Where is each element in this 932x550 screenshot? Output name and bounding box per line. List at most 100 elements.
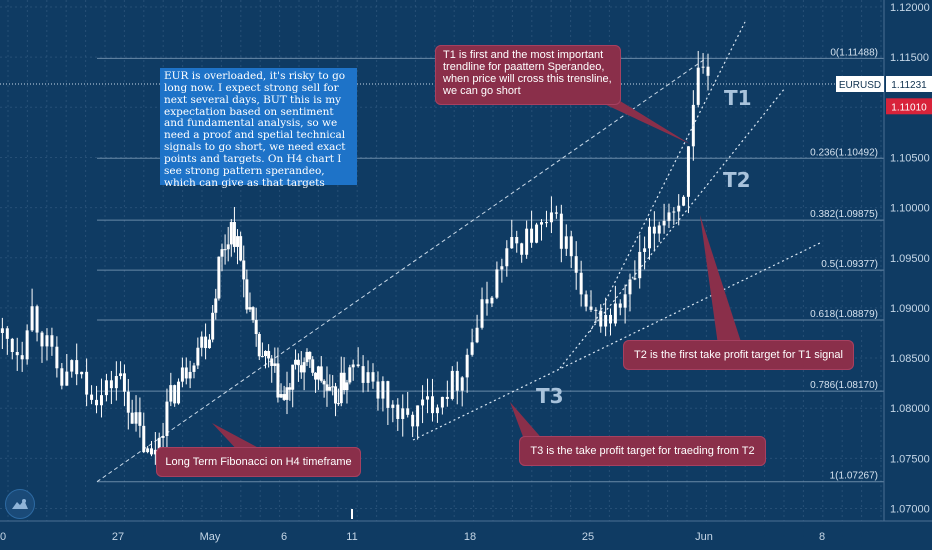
candle-body [302,362,306,373]
candle-body [316,366,320,380]
price-axis-tick-label: 1.08000 [890,403,930,415]
candle-body [264,350,267,357]
candle-body [220,249,224,257]
t2-note[interactable]: T2 is the first take profit target for T… [623,340,854,370]
candle-body [435,407,439,414]
callout-pointer-t3 [510,402,545,442]
time-axis-tick-label: 25 [582,531,594,543]
t1-note[interactable]: T1 is first and the most important trend… [435,45,621,105]
candle-body [342,372,346,391]
callout-pointer-t1 [600,96,690,144]
fibonacci-diagonal-line [96,57,707,483]
candle-body [153,449,157,455]
candle-body [138,412,142,426]
candle-body [662,220,666,226]
candle-body [0,328,4,333]
candle-body [430,396,434,414]
candle-body [515,237,519,244]
price-axis-tick-label: 1.09000 [890,303,930,315]
candle-body [475,327,479,343]
candle-body [633,278,637,280]
fib-level-label: 0.236(1.10492) [810,147,878,158]
price-axis-tick-label: 1.12000 [890,2,930,14]
candle-body [613,303,617,324]
candle-body [242,260,246,280]
candle-body [5,328,9,339]
fib-level-label: 0(1.11488) [830,47,878,58]
candle-body [311,359,315,373]
candle-body [411,414,415,427]
candle-body [505,248,509,267]
candle-body [445,396,449,399]
blue-analysis-note[interactable]: EUR is overloaded, it's risky to go long… [160,68,357,189]
candle-body [599,310,603,327]
candle-body [257,333,261,357]
candle-body [65,371,69,386]
price-axis-tick-label: 1.07500 [890,453,930,465]
candle-body [647,226,651,249]
time-axis-tick-label: 27 [112,531,124,543]
candle-body [285,387,289,400]
time-axis-tick-label: 18 [464,531,476,543]
candle-body [623,294,627,308]
candle-body [361,366,365,383]
candle-body [426,396,430,400]
candle-body [510,237,514,249]
candle-body [386,381,390,408]
candle-body [299,365,303,373]
candle-body [366,372,370,383]
candle-body [211,312,215,340]
candle-body [391,404,395,408]
candle-body [564,236,568,249]
time-axis-tick-label: 8 [819,531,825,543]
candle-body [184,367,188,379]
candle-body [406,408,410,415]
candle-body [319,366,323,381]
candle-body [260,356,264,358]
tradingview-logo-icon[interactable] [5,489,35,519]
candle-body [440,396,444,408]
last-price-tag-label: 1.11231 [891,80,927,91]
candle-body [540,222,544,225]
candle-body [279,394,283,398]
candle-body [535,224,539,243]
candle-body [544,222,548,224]
candle-body [579,272,583,295]
candle-body [376,381,380,399]
candle-body [104,380,108,396]
candle-body [95,399,99,406]
candle-body [334,386,338,404]
candle-body [331,386,335,388]
candle-body [351,364,355,368]
candle-body [574,256,578,273]
fibonacci-note[interactable]: Long Term Fibonacci on H4 timeframe [156,447,361,477]
candle-body [223,249,227,251]
candle-body [226,244,230,250]
candle-body [308,351,312,360]
fib-level-label: 1(1.07267) [830,471,878,482]
candle-body [328,386,332,391]
candle-body [294,359,298,365]
candle-body [594,309,598,311]
candle-body [45,335,49,347]
candle-body [336,403,340,405]
candle-body [465,354,469,378]
candle-body [525,228,529,255]
candle-body [291,364,295,390]
candle-body [180,367,184,382]
candle-body [177,381,181,404]
candle-body [232,222,236,247]
candle-body [165,401,169,437]
candle-body [80,371,84,375]
candle-body [126,391,130,413]
price-axis-tick-label: 1.11500 [890,52,929,64]
red-price-tag-label: 1.11010 [891,102,927,113]
candle-body [706,66,710,76]
candle-body [157,437,161,450]
candle-body [90,394,94,400]
price-axis-tick-label: 1.08500 [890,353,930,365]
t3-note[interactable]: T3 is the take profit target for traedin… [519,436,766,466]
candle-body [270,358,274,366]
candle-body [549,212,553,223]
price-axis-tick-label: 1.07000 [890,504,930,516]
